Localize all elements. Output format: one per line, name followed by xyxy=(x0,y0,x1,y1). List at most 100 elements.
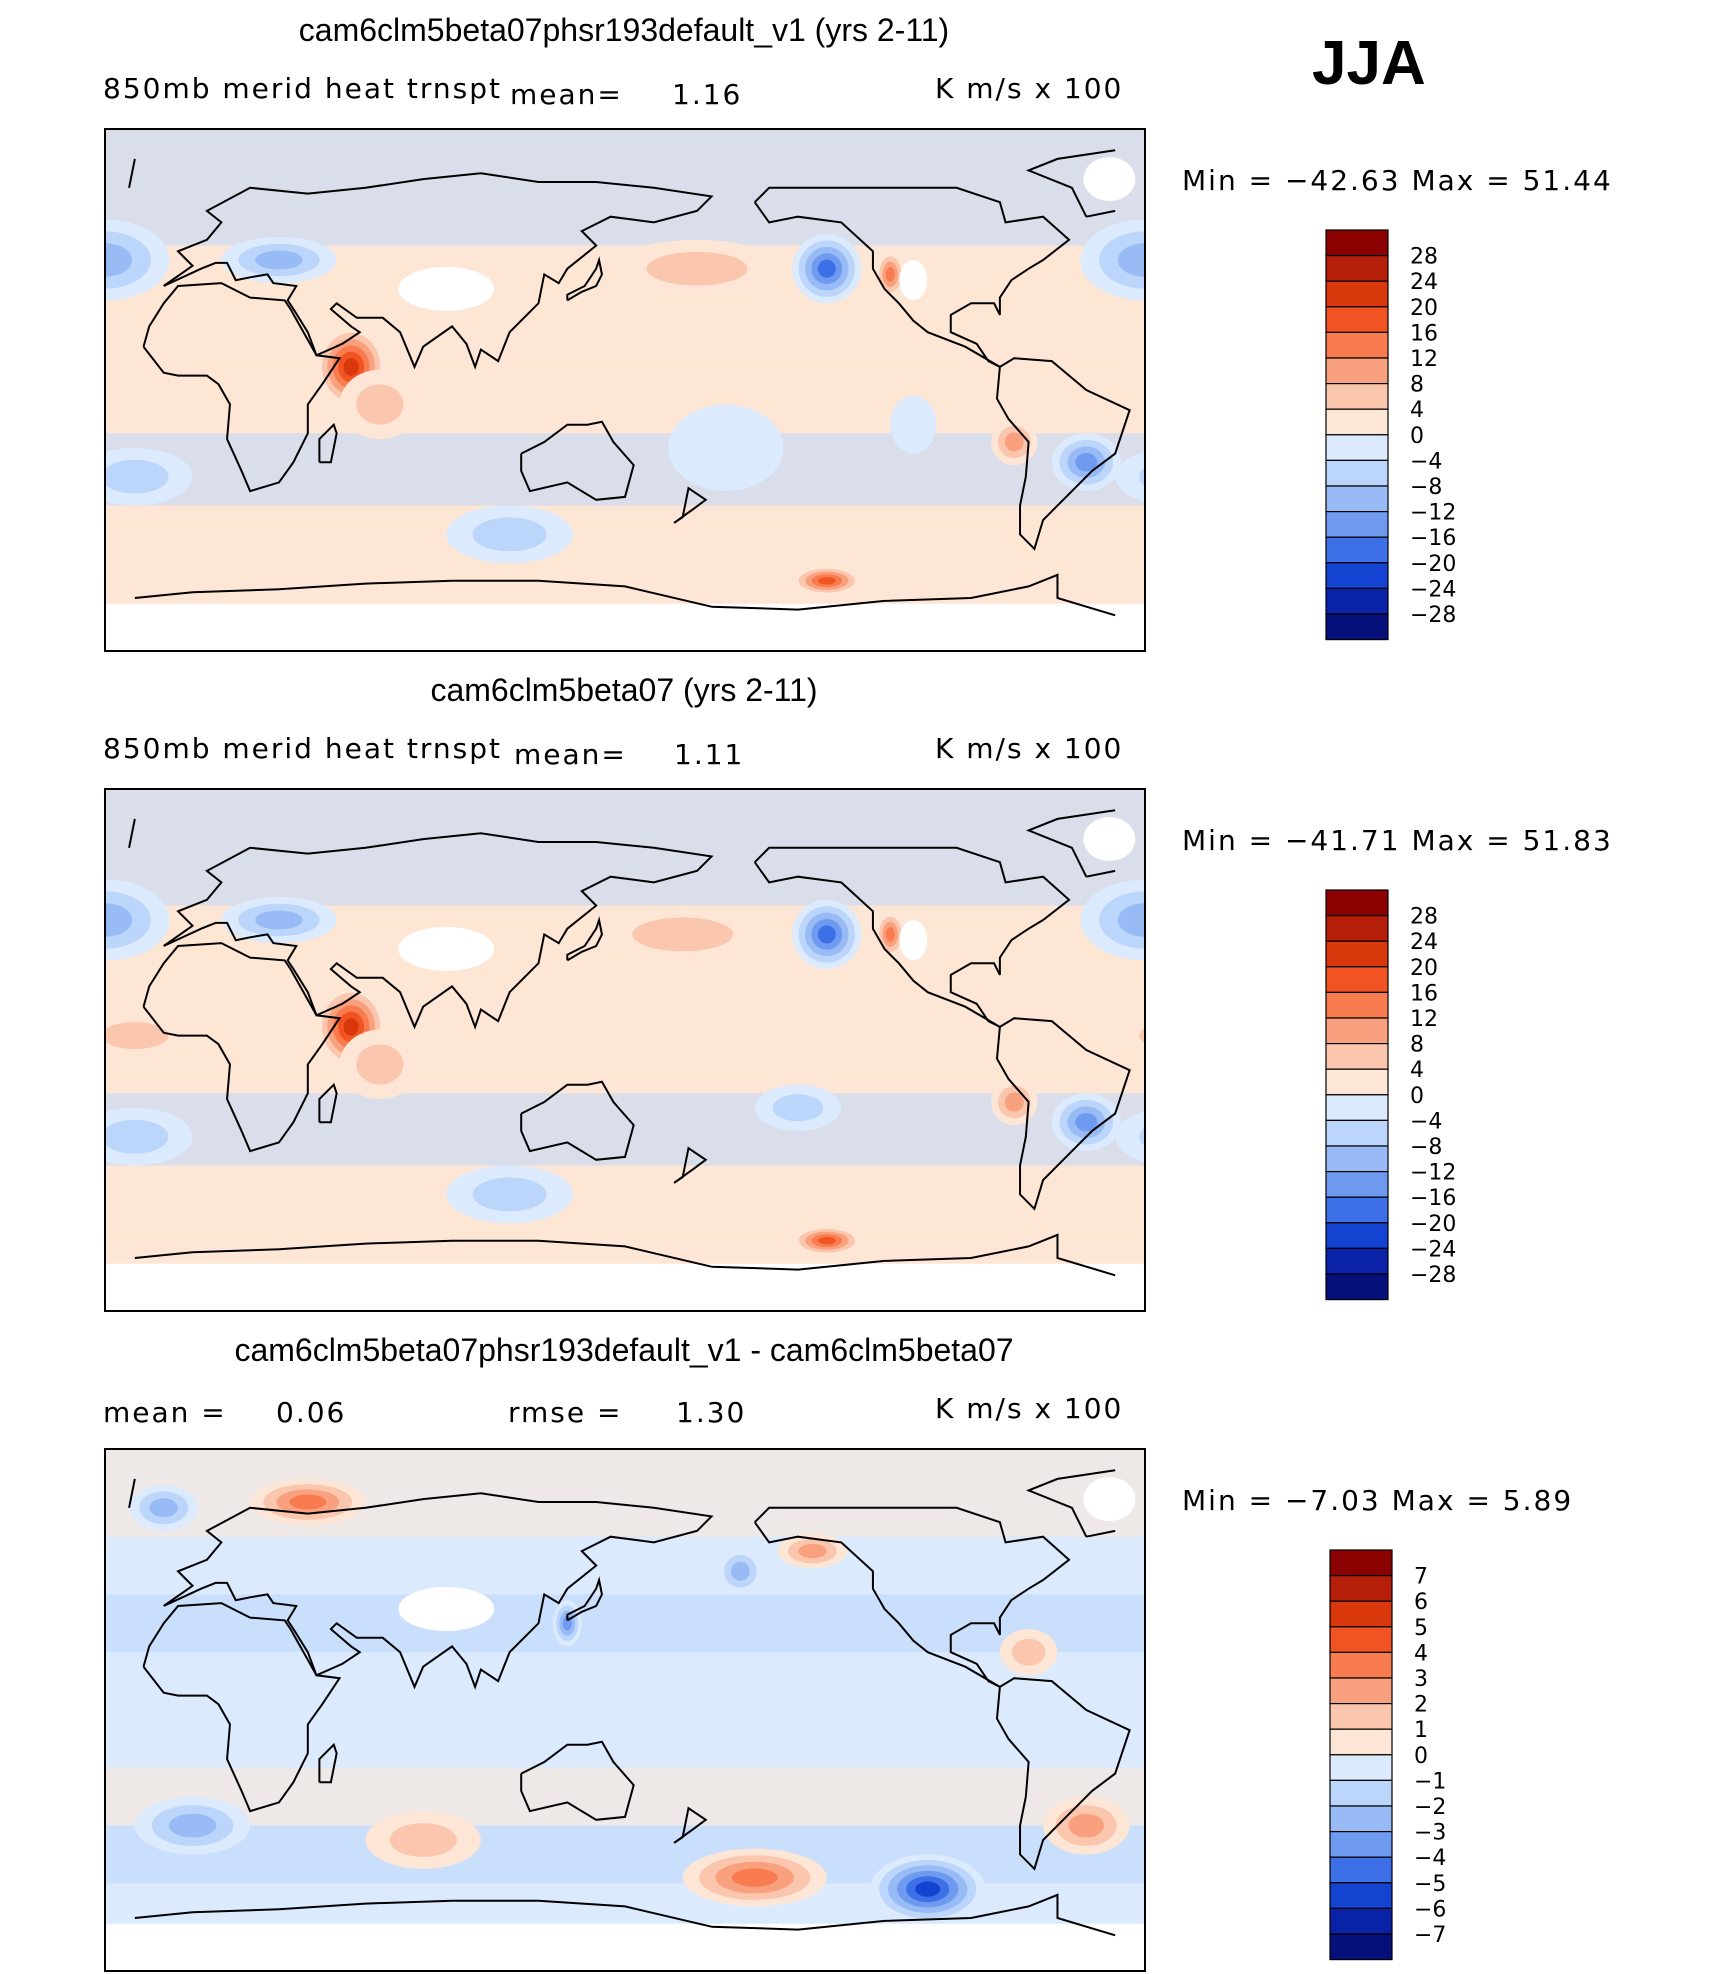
colorbar-tick-label: −3 xyxy=(1414,1821,1446,1846)
coastline xyxy=(134,1233,1116,1277)
colorbar-tick-label: −28 xyxy=(1410,1263,1456,1288)
colorbar-swatch xyxy=(1329,1831,1393,1858)
contour-region xyxy=(817,259,836,278)
coastline xyxy=(566,916,603,962)
colorbar-swatch xyxy=(1329,1703,1393,1730)
coastline xyxy=(673,1806,708,1844)
contour-region xyxy=(890,395,937,454)
coastline xyxy=(753,846,1071,1028)
colorbar-tick-label: −7 xyxy=(1414,1923,1446,1948)
coastline xyxy=(163,172,714,370)
colorbar-swatch xyxy=(1329,1651,1393,1679)
panel-1-map xyxy=(104,128,1146,652)
colorbar-swatch xyxy=(1329,1754,1393,1782)
coastline xyxy=(753,186,1071,368)
colorbar-tick-label: 4 xyxy=(1410,1058,1424,1083)
panel-1-minmax: Min = −42.63 Max = 51.44 xyxy=(1182,164,1613,197)
panel-2-map xyxy=(104,788,1146,1312)
colorbar-tick-label: −2 xyxy=(1414,1795,1446,1820)
colorbar-swatch xyxy=(1325,357,1389,385)
contour-region xyxy=(356,1044,404,1085)
colorbar-tick-label: 2 xyxy=(1414,1693,1428,1718)
coastline xyxy=(318,422,338,464)
panel-1-mean-label: mean= xyxy=(510,78,623,111)
contour-region xyxy=(1117,243,1144,277)
coastline xyxy=(520,420,635,501)
colorbar-tick-label: 7 xyxy=(1414,1565,1428,1590)
colorbar-swatch xyxy=(1325,1119,1389,1147)
colorbar-swatch xyxy=(1329,1856,1393,1884)
coastline xyxy=(753,1506,1071,1688)
panel-2-units: K m/s x 100 xyxy=(935,732,1124,765)
coastline xyxy=(673,1146,708,1184)
colorbar-swatch xyxy=(1325,1068,1389,1096)
contour-region xyxy=(255,910,303,930)
panel-2-map-svg xyxy=(106,790,1144,1310)
colorbar-tick-label: −24 xyxy=(1410,1237,1456,1262)
colorbar-swatch xyxy=(1329,1728,1393,1756)
colorbar-swatch xyxy=(1325,1145,1389,1173)
missing-data-region xyxy=(398,1586,495,1631)
latitude-band xyxy=(106,361,1144,419)
panel-2-title: cam6clm5beta07 (yrs 2-11) xyxy=(430,672,818,708)
contour-region xyxy=(817,925,836,944)
coastline xyxy=(318,1742,338,1784)
colorbar-swatch xyxy=(1329,1626,1393,1654)
panel-3-rmse-value: 1.30 xyxy=(676,1396,747,1429)
colorbar-swatch xyxy=(1329,1933,1393,1961)
colorbar-swatch xyxy=(1329,1600,1393,1628)
panel-3-title: cam6clm5beta07phsr193default_v1 - cam6cl… xyxy=(234,1332,1014,1368)
colorbar-tick-label: 20 xyxy=(1410,956,1438,981)
colorbar-swatch xyxy=(1325,991,1389,1019)
coastline xyxy=(995,1017,1131,1211)
contour-region xyxy=(1075,1113,1098,1132)
colorbar-swatch xyxy=(1325,408,1389,436)
colorbar-tick-label: 20 xyxy=(1410,296,1438,321)
colorbar-tick-label: 4 xyxy=(1414,1641,1428,1666)
contour-region xyxy=(106,1022,169,1050)
colorbar-tick-label: 24 xyxy=(1410,930,1438,955)
colorbar-tick-label: −4 xyxy=(1414,1846,1446,1871)
panel-2-mean-label: mean= xyxy=(514,738,627,771)
colorbar-swatch xyxy=(1329,1805,1393,1833)
contour-region xyxy=(1139,1028,1144,1043)
contour-region xyxy=(1117,903,1144,937)
colorbar-swatch xyxy=(1325,915,1389,942)
season-label: JJA xyxy=(1312,29,1426,98)
contour-region xyxy=(343,1018,359,1036)
antarctica-mask xyxy=(106,1923,1144,1970)
panel-3-units: K m/s x 100 xyxy=(935,1392,1124,1425)
coastline xyxy=(134,1893,1116,1937)
contour-region xyxy=(817,577,836,585)
colorbar-tick-label: 0 xyxy=(1414,1744,1428,1769)
contour-region xyxy=(106,903,133,937)
colorbar-swatch xyxy=(1325,1017,1389,1045)
latitude-band xyxy=(106,1021,1144,1079)
panel-2-minmax: Min = −41.71 Max = 51.83 xyxy=(1182,824,1613,857)
colorbar-swatch xyxy=(1325,511,1389,538)
colorbar-tick-label: −4 xyxy=(1410,449,1442,474)
contour-region xyxy=(1115,451,1144,502)
colorbar-tick-label: −20 xyxy=(1410,1212,1456,1237)
contour-region xyxy=(1115,1111,1144,1162)
colorbar-tick-label: 8 xyxy=(1410,373,1424,398)
panel-1-colorbar: 28 24 20 16 12 8 4 0 −4 −8 −12 −16 −20 −24 −28 xyxy=(1325,229,1486,647)
greenland-mask xyxy=(1083,817,1136,862)
panel-1-variable: 850mb merid heat trnspt xyxy=(103,72,502,105)
colorbar-tick-label: −28 xyxy=(1410,603,1456,628)
contour-region xyxy=(885,927,895,942)
colorbar-swatch xyxy=(1325,229,1389,257)
coastline xyxy=(163,1492,714,1690)
contour-region xyxy=(668,404,784,492)
colorbar-tick-label: 5 xyxy=(1414,1616,1428,1641)
panel-3-mean-value: 0.06 xyxy=(276,1396,347,1429)
missing-data-region xyxy=(899,920,928,961)
colorbar-swatch xyxy=(1325,587,1389,615)
colorbar-tick-label: −6 xyxy=(1414,1897,1446,1922)
colorbar-swatch xyxy=(1329,1549,1393,1577)
greenland-mask xyxy=(1083,1477,1136,1522)
contour-region xyxy=(817,1237,836,1245)
contour-region xyxy=(1011,1638,1046,1666)
colorbar-tick-label: 28 xyxy=(1410,245,1438,270)
